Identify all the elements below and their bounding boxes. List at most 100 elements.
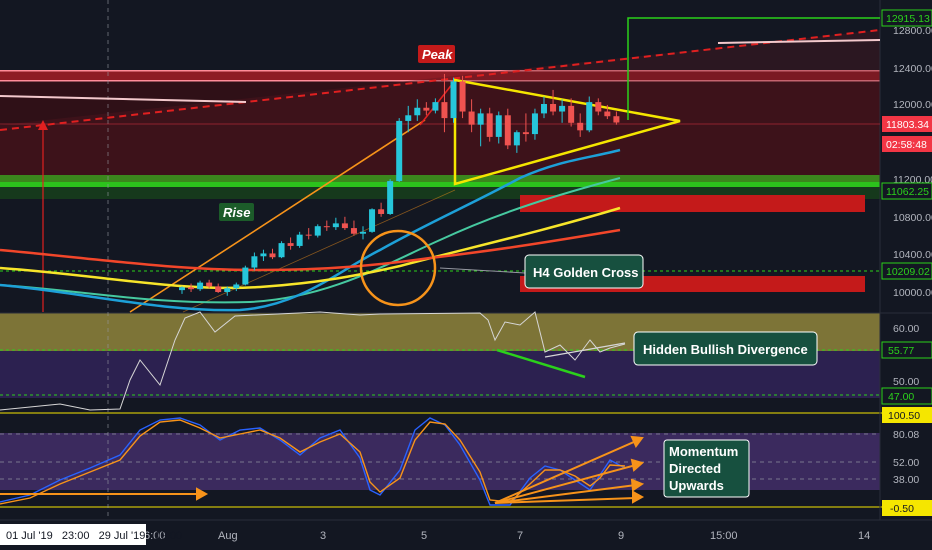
candle-body-19 — [350, 228, 357, 234]
support-band — [0, 175, 880, 187]
badge-target: 12915.13 — [886, 13, 930, 25]
golden-cross-label-text: H4 Golden Cross — [533, 265, 638, 280]
candle-body-46 — [595, 102, 602, 112]
stoch-d-line — [0, 419, 626, 505]
divergence-line-rsi — [496, 348, 586, 379]
divergence-line-rsi-upper — [544, 342, 626, 358]
candle-body-6 — [233, 284, 240, 289]
candle-body-0 — [179, 287, 185, 291]
badge-rsi-47-bg — [881, 387, 932, 405]
time-tick-4: 7 — [517, 530, 523, 542]
stoch-tick-38: 38.00 — [893, 474, 919, 486]
divergence-label-text: Hidden Bullish Divergence — [643, 342, 808, 357]
ma-green — [0, 177, 621, 304]
candle-body-18 — [341, 223, 348, 229]
red-zone-upper — [520, 195, 865, 212]
price-tick-10800: 10800.00 — [893, 212, 932, 224]
candle-body-2 — [197, 282, 204, 290]
badge-rsi-value: 55.77 — [888, 345, 914, 357]
resistance-ray-right — [717, 39, 881, 44]
badge-countdown-bg — [882, 136, 932, 152]
measure-arrow-head — [38, 120, 48, 130]
badge-rsi-47: 47.00 — [888, 391, 914, 403]
resistance-zone — [0, 70, 880, 182]
candle-body-48 — [613, 116, 620, 123]
badge-support: 11062.25 — [886, 186, 929, 198]
rise-label-text: Rise — [223, 205, 250, 220]
candle-body-7 — [242, 267, 249, 285]
rise-label: Rise — [219, 203, 254, 221]
candle-body-22 — [378, 209, 385, 214]
candle-body-45 — [586, 102, 593, 131]
time-range-label: 01 Jul '19 23:00 29 Jul '19 19:00 — [6, 530, 182, 542]
rise-channel-upper — [129, 119, 426, 313]
candle-body-9 — [260, 253, 267, 257]
candle-body-24 — [396, 120, 403, 182]
candle-body-23 — [387, 181, 394, 214]
badge-10209-bg — [881, 262, 932, 280]
channel-fill — [0, 30, 880, 182]
peak-label-bg — [418, 45, 455, 63]
peak-label: Peak — [418, 45, 455, 63]
badge-target-bg — [881, 9, 932, 27]
badge-stoch-bottom: -0.50 — [890, 503, 914, 515]
momentum-label-bg — [663, 439, 750, 498]
time-range-label-bg — [0, 524, 146, 545]
badge-stoch-bottom-bg — [882, 500, 932, 516]
candle-body-4 — [215, 286, 222, 292]
time-tick-6: 15:00 — [710, 530, 738, 542]
time-tick-7: 14 — [858, 530, 870, 542]
candle-body-17 — [332, 223, 339, 228]
momentum-arrows — [0, 435, 645, 504]
momentum-label-line-2: Directed — [669, 461, 721, 476]
candle-body-12 — [287, 243, 294, 246]
golden-cross-label-bg — [524, 254, 644, 289]
candle-body-5 — [224, 288, 231, 292]
candle-body-39 — [531, 113, 538, 135]
badge-stoch-top-bg — [882, 407, 932, 423]
stoch-tick-52: 52.00 — [893, 457, 919, 469]
price-tick-12800: 12800.00 — [893, 25, 932, 37]
triangle-pattern — [453, 78, 681, 186]
candle-body-44 — [577, 122, 584, 131]
candle-body-32 — [468, 111, 475, 125]
candle-body-31 — [459, 81, 466, 112]
rise-label-bg — [219, 203, 254, 221]
badge-last: 11803.34 — [886, 119, 929, 131]
candles-group — [179, 73, 620, 296]
candle-body-30 — [450, 81, 457, 119]
badge-rsi-value-bg — [881, 341, 932, 359]
golden-cross-circle — [359, 229, 437, 307]
price-badges: 12915.13 11803.34 02:58:48 11062.25 1020… — [881, 9, 932, 516]
resistance-ray-left — [0, 95, 247, 103]
candle-body-10 — [269, 253, 276, 258]
price-tick-10000: 10000.00 — [893, 287, 932, 299]
time-tick-1: Aug — [218, 530, 238, 542]
candle-body-3 — [206, 282, 213, 287]
golden-cross-pointer — [439, 267, 526, 274]
candle-body-42 — [559, 105, 566, 112]
momentum-label-line-1: Momentum — [669, 444, 738, 459]
price-tick-12000: 12000.00 — [893, 99, 932, 111]
divergence-label: Hidden Bullish Divergence — [633, 331, 818, 366]
time-tick-5: 9 — [618, 530, 624, 542]
peak-resistance-band — [0, 70, 880, 81]
candle-body-1 — [188, 287, 195, 290]
stoch-tick-80: 80.08 — [893, 429, 919, 441]
candle-body-15 — [314, 226, 321, 236]
badge-support-bg — [881, 182, 932, 200]
stoch-k-line — [0, 417, 626, 506]
ma-red — [0, 228, 621, 272]
badge-last-bg — [882, 116, 932, 132]
badge-countdown: 02:58:48 — [886, 139, 927, 151]
candle-body-40 — [541, 104, 547, 114]
candle-body-41 — [550, 104, 557, 112]
time-tick-0: 6:00 — [144, 530, 165, 542]
divergence-label-bg — [633, 331, 818, 366]
candle-body-26 — [414, 107, 421, 116]
candle-body-8 — [251, 256, 258, 268]
candle-body-13 — [296, 234, 303, 246]
candle-body-28 — [432, 102, 439, 111]
candle-body-34 — [486, 113, 493, 137]
